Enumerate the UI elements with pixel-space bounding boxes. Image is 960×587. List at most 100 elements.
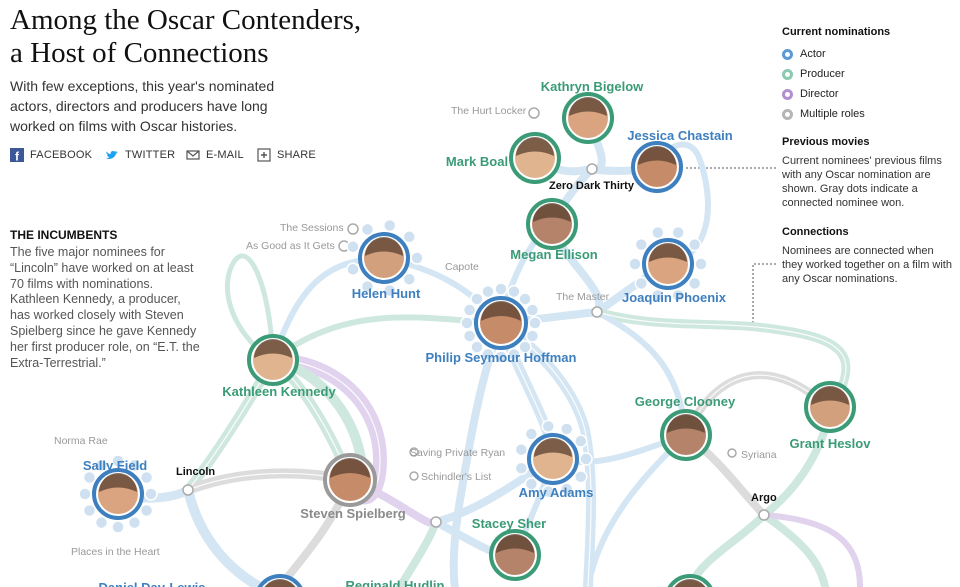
petal — [462, 303, 477, 317]
person-node[interactable] — [631, 141, 683, 193]
person-photo-hair — [533, 203, 571, 222]
petal — [494, 350, 508, 364]
movie-node-zero-dark-thirty[interactable] — [586, 163, 598, 175]
movie-node-argo[interactable] — [758, 509, 770, 521]
movie-node-saving-private-ryan[interactable] — [409, 447, 419, 457]
movie-node-the-master[interactable] — [591, 306, 603, 318]
petal — [144, 487, 158, 501]
movie-label: Places in the Heart — [71, 546, 160, 558]
movie-node-lincoln[interactable] — [182, 484, 194, 496]
petal — [687, 276, 702, 291]
page-title: Among the Oscar Contenders, a Host of Co… — [10, 4, 361, 70]
person-name[interactable]: Kathleen Kennedy — [222, 384, 336, 399]
petal — [481, 347, 495, 362]
person-node[interactable] — [358, 232, 410, 284]
person-photo-hair — [638, 146, 676, 165]
petal — [382, 283, 397, 298]
intro-text: With few exceptions, this year's nominat… — [10, 78, 275, 134]
twitter-share-button[interactable]: TWITTER — [105, 148, 175, 162]
petal — [111, 520, 125, 534]
petal — [694, 257, 708, 271]
petal — [481, 284, 495, 299]
person-name[interactable]: Amy Adams — [519, 485, 594, 500]
movie-label: Argo — [751, 492, 777, 504]
petal — [82, 503, 97, 518]
petal — [139, 503, 154, 518]
person-name[interactable]: Joaquin Phoenix — [622, 290, 727, 305]
petal — [402, 272, 417, 286]
person-node[interactable] — [509, 132, 561, 184]
person-photo-hair — [674, 579, 706, 587]
person-node[interactable] — [804, 381, 856, 433]
movie-node-schindlers-list[interactable] — [409, 471, 419, 481]
person-photo-hair — [99, 473, 137, 492]
petal — [574, 470, 588, 484]
person-node[interactable] — [527, 433, 579, 485]
person-name[interactable]: Megan Ellison — [510, 247, 597, 262]
plus-icon — [257, 148, 271, 162]
person-node[interactable] — [256, 574, 304, 587]
previous-movies-heading: Previous movies — [782, 136, 870, 148]
person-node[interactable] — [247, 334, 299, 386]
petal — [541, 484, 556, 499]
movie-label: The Master — [556, 291, 610, 303]
petal — [651, 225, 665, 240]
petal — [360, 279, 375, 294]
twitter-label: TWITTER — [125, 149, 176, 161]
petal — [525, 303, 540, 317]
person-name[interactable]: Reginald Hudlin — [346, 578, 445, 587]
person-node[interactable] — [474, 296, 528, 350]
email-share-button[interactable]: E-MAIL — [186, 148, 244, 162]
actor-dot-icon — [782, 48, 793, 60]
petal — [579, 452, 593, 466]
movie-nodes — [182, 107, 770, 528]
petal — [634, 276, 649, 291]
movie-label: Norma Rae — [54, 435, 108, 447]
movie-node[interactable] — [430, 516, 442, 528]
petal — [470, 292, 484, 306]
person-name[interactable]: Kathryn Bigelow — [541, 79, 644, 94]
movie-label: As Good as It Gets — [246, 240, 335, 252]
petal — [410, 251, 424, 265]
person-node[interactable] — [526, 198, 578, 250]
person-photo-hair — [534, 438, 572, 457]
person-name[interactable]: Sally Field — [83, 458, 147, 473]
petal — [94, 515, 109, 530]
petal — [360, 222, 375, 237]
person-name[interactable]: George Clooney — [635, 394, 736, 409]
petal — [507, 347, 521, 362]
person-name[interactable]: Jessica Chastain — [627, 128, 733, 143]
person-name[interactable]: Stacey Sher — [472, 516, 546, 531]
movie-node-the-hurt-locker[interactable] — [528, 107, 540, 119]
person-node[interactable] — [489, 529, 541, 581]
facebook-share-button[interactable]: f FACEBOOK — [10, 148, 93, 164]
petal — [528, 316, 542, 330]
incumbents-heading: THE INCUMBENTS — [10, 228, 118, 242]
movie-node-syriana[interactable] — [727, 448, 737, 458]
facebook-label: FACEBOOK — [30, 149, 93, 161]
twitter-icon — [105, 148, 119, 162]
person-photo-hair — [667, 414, 705, 433]
person-node[interactable] — [323, 453, 377, 507]
petal — [94, 458, 109, 473]
person-name[interactable]: Helen Hunt — [352, 286, 421, 301]
petal — [671, 288, 685, 303]
person-name[interactable]: Mark Boal — [446, 154, 508, 169]
person-node[interactable] — [562, 92, 614, 144]
person-name[interactable]: Daniel Day-Lewis — [99, 580, 206, 587]
facebook-icon: f — [10, 148, 24, 164]
person-node[interactable] — [642, 238, 694, 290]
person-node[interactable] — [92, 468, 144, 520]
petal — [346, 239, 360, 254]
person-name[interactable]: Grant Heslov — [790, 436, 872, 451]
person-node[interactable] — [660, 409, 712, 461]
person-name[interactable]: Philip Seymour Hoffman — [426, 350, 577, 365]
person-photo-hair — [569, 97, 607, 116]
person-node[interactable] — [666, 574, 714, 587]
petal — [346, 262, 360, 277]
movie-node-the-sessions[interactable] — [347, 223, 359, 235]
person-name[interactable]: Steven Spielberg — [300, 506, 406, 521]
share-button[interactable]: SHARE — [257, 148, 316, 162]
petal — [687, 237, 702, 252]
